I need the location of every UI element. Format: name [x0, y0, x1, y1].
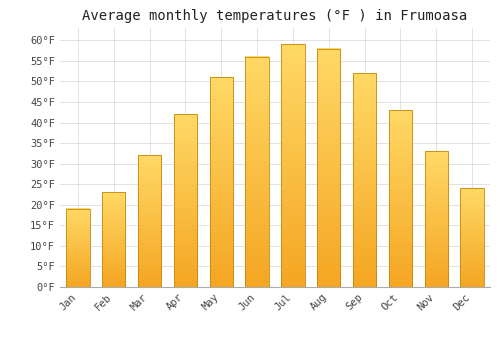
Bar	[246, 57, 268, 287]
Bar	[317, 49, 340, 287]
Bar	[389, 110, 412, 287]
Bar	[424, 151, 448, 287]
Bar	[138, 155, 161, 287]
Bar	[317, 49, 340, 287]
Bar	[66, 209, 90, 287]
Bar	[138, 155, 161, 287]
Bar	[424, 151, 448, 287]
Bar	[353, 73, 376, 287]
Bar	[102, 193, 126, 287]
Bar	[460, 188, 483, 287]
Bar	[246, 57, 268, 287]
Title: Average monthly temperatures (°F ) in Frumoasa: Average monthly temperatures (°F ) in Fr…	[82, 9, 468, 23]
Bar	[210, 77, 233, 287]
Bar	[102, 193, 126, 287]
Bar	[210, 77, 233, 287]
Bar	[174, 114, 197, 287]
Bar	[282, 44, 304, 287]
Bar	[282, 44, 304, 287]
Bar	[389, 110, 412, 287]
Bar	[460, 188, 483, 287]
Bar	[66, 209, 90, 287]
Bar	[174, 114, 197, 287]
Bar	[353, 73, 376, 287]
